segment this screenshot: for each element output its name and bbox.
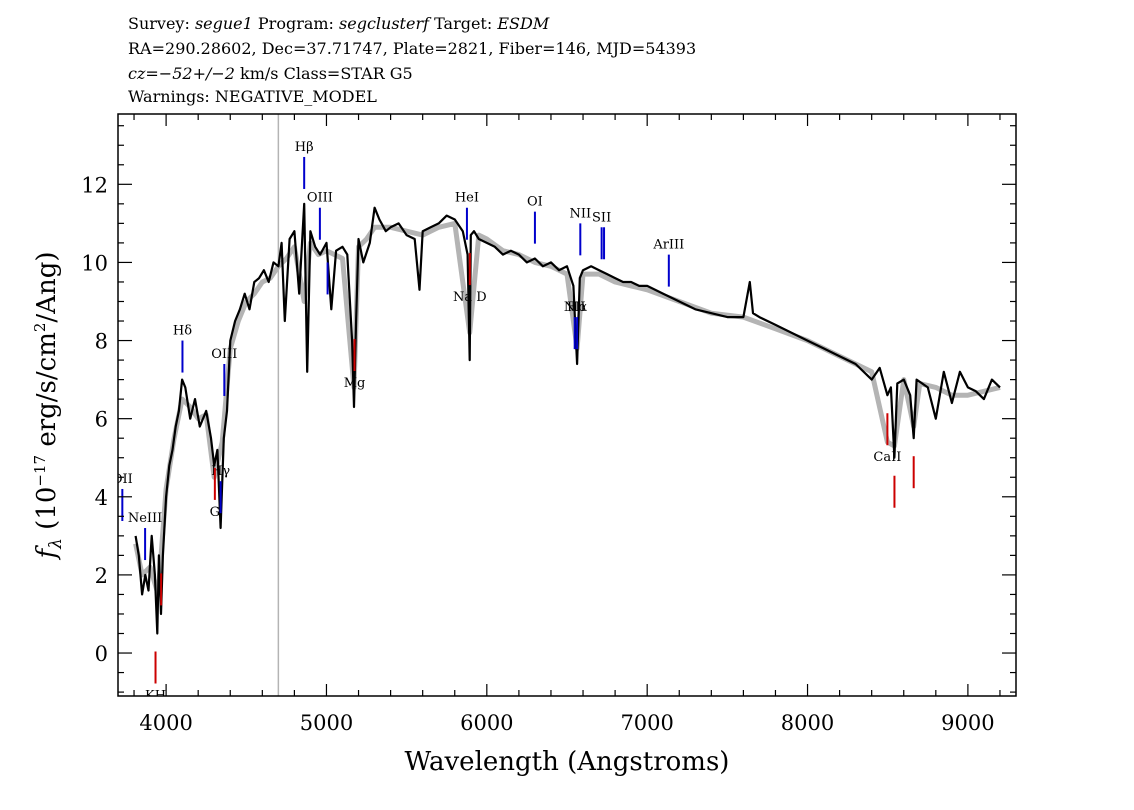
header-line-2: RA=290.28602, Dec=37.71747, Plate=2821, … [128, 39, 696, 58]
header-line-4: Warnings: NEGATIVE_MODEL [128, 87, 377, 106]
y-axis-title-part: (10 [32, 487, 62, 539]
y-tick-label: 6 [95, 408, 108, 432]
x-tick-label: 4000 [139, 711, 192, 735]
emission-line-label: OIII [307, 191, 333, 206]
y-tick-label: 12 [81, 173, 108, 197]
spectrum-header: Survey: segue1 Program: segclusterf Targ… [128, 14, 696, 106]
plot-frame [117, 113, 1017, 697]
header-line-1-part: ESDM [496, 14, 549, 33]
emission-line-label: HeI [455, 191, 479, 206]
header-line-1-part: Target: [429, 14, 497, 33]
y-axis-title: fλ (10−17 erg/s/cm2/Ang) [31, 252, 66, 561]
header-line-1: Survey: segue1 Program: segclusterf Targ… [128, 14, 550, 33]
emission-line-label: Hβ [295, 140, 314, 155]
y-axis-title-text: fλ (10−17 erg/s/cm2/Ang) [31, 252, 66, 561]
y-axis-title-part: λ [46, 538, 66, 550]
x-tick-label: 8000 [781, 711, 834, 735]
y-axis-title-part: −17 [31, 455, 49, 487]
y-axis-title-part: erg/s/cm [32, 332, 62, 455]
series-layer [133, 202, 1001, 635]
x-tick-label: 7000 [620, 711, 673, 735]
emission-line-label: ArIII [652, 238, 684, 253]
emission-line-label: NeIII [128, 511, 162, 526]
axis-ticks: 4000 5000 6000 7000 8000 9000 0 2 4 6 8 10 12 [81, 114, 1016, 735]
emission-line-label: OI [527, 195, 543, 210]
header-line-3-part: km/s Class=STAR G5 [235, 64, 413, 83]
emission-line-label: OIII [211, 347, 237, 362]
emission-line-label: NII [569, 206, 591, 221]
emission-line-label: SII [592, 210, 611, 225]
y-tick-label: 2 [95, 564, 108, 588]
header-line-1-part: Survey: [128, 14, 195, 33]
y-tick-label: 4 [95, 486, 108, 510]
y-tick-label: 8 [95, 330, 108, 354]
header-line-1-part: Program: [253, 14, 339, 33]
emission-line-label: Hα [567, 300, 587, 315]
absorption-line-label: G [210, 505, 220, 520]
x-tick-label: 6000 [460, 711, 513, 735]
y-tick-label: 0 [95, 642, 108, 666]
y-axis-title-part: /Ang) [32, 252, 62, 323]
x-axis-title: Wavelength (Angstroms) [405, 747, 730, 777]
header-line-1-part: segclusterf [339, 14, 432, 33]
flux-line [134, 202, 1001, 635]
header-line-3-part: cz=−52+/−2 [128, 64, 235, 83]
x-tick-label: 5000 [300, 711, 353, 735]
emission-line-label: Hγ [211, 464, 230, 479]
absorption-line-label: Mg [344, 376, 366, 391]
absorption-line-label: CaII [873, 450, 901, 465]
absorption-line-label: KH [145, 689, 166, 704]
x-tick-label: 9000 [941, 711, 994, 735]
header-line-3: cz=−52+/−2 km/s Class=STAR G5 [128, 64, 413, 83]
header-line-1-part: segue1 [195, 14, 253, 33]
y-tick-label: 10 [81, 251, 108, 275]
y-axis-title-part: 2 [31, 323, 49, 333]
model-line [133, 220, 1001, 597]
emission-line-label: OII [112, 472, 133, 487]
absorption-line-label: Na D [453, 290, 487, 305]
emission-line-label: Hδ [173, 324, 192, 339]
emission-line-label: NII [564, 300, 586, 315]
